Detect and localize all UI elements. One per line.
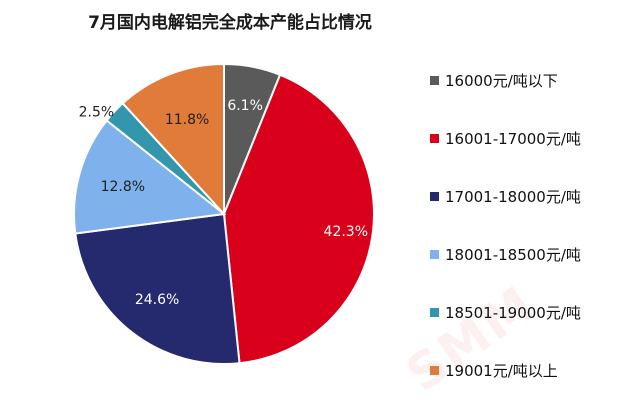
legend-label: 16000元/吨以下 bbox=[445, 71, 558, 90]
pie-slice bbox=[121, 62, 225, 217]
legend-label: 18501-19000元/吨 bbox=[445, 303, 581, 322]
legend-label: 16001-17000元/吨 bbox=[445, 129, 581, 148]
pie-slice bbox=[73, 119, 227, 235]
legend-label: 19001元/吨以上 bbox=[445, 361, 558, 380]
legend-label: 18001-18500元/吨 bbox=[445, 245, 581, 264]
legend-swatch bbox=[430, 307, 439, 317]
legend-item: 17001-18000元/吨 bbox=[430, 186, 581, 206]
data-label: 12.8% bbox=[101, 179, 145, 195]
legend-item: 18001-18500元/吨 bbox=[430, 244, 581, 264]
legend-swatch bbox=[430, 133, 439, 143]
chart-title: 7月国内电解铝完全成本产能占比情况 bbox=[88, 13, 372, 33]
data-label: 42.3% bbox=[324, 224, 368, 240]
legend-item: 19001元/吨以上 bbox=[430, 360, 558, 380]
data-label: 11.8% bbox=[165, 112, 209, 128]
legend-swatch bbox=[430, 365, 439, 375]
legend-item: 16000元/吨以下 bbox=[430, 70, 558, 90]
data-label: 2.5% bbox=[79, 105, 115, 121]
data-label: 6.1% bbox=[227, 98, 263, 114]
legend-swatch bbox=[430, 249, 439, 259]
legend-item: 16001-17000元/吨 bbox=[430, 128, 581, 148]
legend-label: 17001-18000元/吨 bbox=[445, 187, 581, 206]
legend-swatch bbox=[430, 75, 439, 85]
pie-slice bbox=[74, 212, 241, 365]
data-label: 24.6% bbox=[135, 292, 179, 308]
pie-slice bbox=[222, 73, 375, 365]
legend-swatch bbox=[430, 191, 439, 201]
legend-item: 18501-19000元/吨 bbox=[430, 302, 581, 322]
